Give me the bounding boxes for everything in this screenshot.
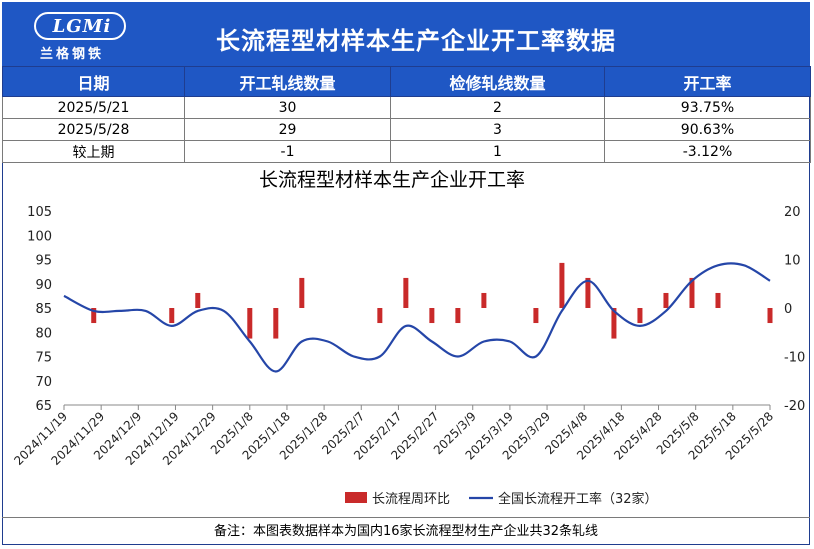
- cell-maintenance-lines: 2: [390, 96, 605, 119]
- bar: [559, 262, 565, 308]
- bar: [247, 308, 253, 339]
- cell-running-lines: 30: [184, 96, 391, 119]
- logo-mark-text: LGMi: [52, 16, 112, 37]
- cell-date: 较上期: [2, 140, 185, 163]
- cell-running-lines: 29: [184, 118, 391, 141]
- bar: [377, 308, 383, 324]
- left-tick-label: 85: [35, 302, 52, 317]
- right-tick-label: -20: [784, 399, 805, 414]
- chart-legend: 长流程周环比 全国长流程开工率（32家）: [345, 491, 658, 507]
- cell-running-lines: -1: [184, 140, 391, 163]
- right-tick-label: 0: [784, 302, 792, 317]
- bar: [299, 277, 305, 308]
- bar: [481, 292, 487, 308]
- bar: [273, 308, 279, 339]
- bar: [767, 308, 773, 324]
- header-bar: LGMi 兰格钢铁 长流程型材样本生产企业开工率数据: [2, 2, 810, 66]
- left-tick-label: 95: [35, 254, 52, 269]
- header-operating-rate: 开工率: [604, 66, 811, 97]
- bar: [195, 292, 201, 308]
- cell-operating-rate: 90.63%: [604, 118, 811, 141]
- cell-date: 2025/5/21: [2, 96, 185, 119]
- logo-chinese-text: 兰格钢铁: [40, 47, 105, 62]
- bar: [403, 277, 409, 308]
- bar: [169, 308, 175, 324]
- table-row: 2025/5/21 30 2 93.75%: [2, 96, 811, 119]
- left-tick-label: 80: [35, 326, 52, 341]
- combo-chart: 长流程型材样本生产企业开工率 65707580859095100105-20-1…: [11, 169, 805, 507]
- chart-area: 长流程型材样本生产企业开工率 65 70 75 80 85 90 95 100 105 -20 -1…: [2, 162, 810, 517]
- header-running-lines: 开工轧线数量: [184, 66, 391, 97]
- bar: [637, 308, 643, 324]
- left-tick-label: 75: [35, 351, 52, 366]
- company-logo: LGMi 兰格钢铁: [22, 10, 134, 62]
- legend-line-label: 全国长流程开工率（32家）: [498, 491, 658, 507]
- legend-bar-swatch: [345, 492, 367, 503]
- bar: [585, 277, 591, 308]
- header-date: 日期: [2, 66, 185, 97]
- legend-bar-label: 长流程周环比: [372, 492, 450, 507]
- left-tick-label: 100: [27, 229, 52, 244]
- right-tick-label: -10: [784, 351, 805, 366]
- right-tick-label: 20: [784, 205, 801, 220]
- left-tick-label: 90: [35, 278, 52, 293]
- left-tick-label: 70: [35, 375, 52, 390]
- cell-maintenance-lines: 1: [390, 140, 605, 163]
- left-tick-label: 105: [27, 205, 52, 220]
- cell-operating-rate: -3.12%: [604, 140, 811, 163]
- table-header-row: 日期 开工轧线数量 检修轧线数量 开工率: [2, 66, 811, 97]
- bar: [429, 308, 435, 324]
- chart-title: 长流程型材样本生产企业开工率: [259, 169, 525, 191]
- table-row: 2025/5/28 29 3 90.63%: [2, 118, 811, 141]
- bar: [689, 277, 695, 308]
- right-tick-label: 10: [784, 254, 801, 269]
- bar: [91, 308, 97, 324]
- logo-mark: LGMi: [34, 12, 126, 40]
- cell-operating-rate: 93.75%: [604, 96, 811, 119]
- cell-maintenance-lines: 3: [390, 118, 605, 141]
- series-line: [63, 262, 771, 373]
- cell-date: 2025/5/28: [2, 118, 185, 141]
- bar: [611, 308, 617, 339]
- page-title: 长流程型材样本生产企业开工率数据: [216, 27, 616, 55]
- data-table: 日期 开工轧线数量 检修轧线数量 开工率 2025/5/21 30 2 93.7…: [2, 66, 811, 163]
- left-tick-label: 65: [35, 399, 52, 414]
- bar: [455, 308, 461, 324]
- bar: [715, 292, 721, 308]
- bar: [533, 308, 539, 324]
- footnote: 备注：本图表数据样本为国内16家长流程型材生产企业共32条轧线: [2, 517, 810, 545]
- bar: [663, 292, 669, 308]
- header-maintenance-lines: 检修轧线数量: [390, 66, 605, 97]
- table-row: 较上期 -1 1 -3.12%: [2, 140, 811, 163]
